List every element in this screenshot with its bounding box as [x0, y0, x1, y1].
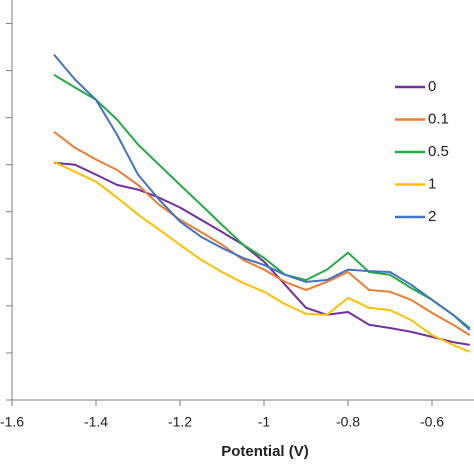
series-line: [53, 73, 471, 329]
x-tick-label: -0.8: [336, 414, 360, 430]
x-axis-label: Potential (V): [221, 443, 309, 460]
x-tick-label: -1.6: [0, 414, 24, 430]
legend-label: 0: [428, 78, 436, 95]
x-tick-label: -1: [258, 414, 271, 430]
x-tick-label: -1.4: [84, 414, 108, 430]
legend-label: 2: [428, 208, 436, 225]
legend-label: 1: [428, 175, 436, 192]
x-tick-label: -1.2: [168, 414, 192, 430]
series-line: [53, 131, 471, 336]
legend-label: 0.1: [428, 110, 449, 127]
legend-label: 0.5: [428, 143, 449, 160]
series-line: [53, 161, 470, 346]
series-line: [53, 53, 471, 331]
x-tick-label: -0.6: [420, 414, 444, 430]
series-line: [53, 160, 471, 353]
